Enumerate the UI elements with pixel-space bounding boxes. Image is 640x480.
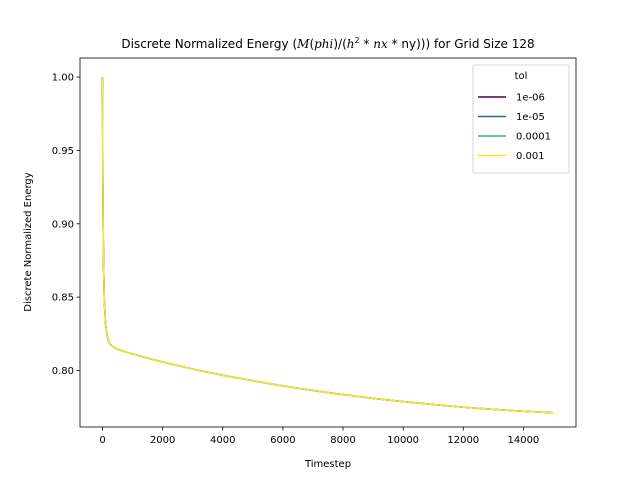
x-tick-label: 6000 — [270, 435, 295, 446]
y-tick-label: 0.95 — [52, 146, 74, 157]
y-axis-label: Discrete Normalized Energy — [23, 172, 34, 311]
title-part-3: ( — [309, 37, 314, 51]
title-part-8: * — [360, 37, 374, 51]
x-tick-label: 10000 — [387, 435, 419, 446]
x-tick-label: 2000 — [150, 435, 175, 446]
y-tick-label: 0.85 — [52, 293, 74, 304]
y-tick-label: 0.80 — [52, 366, 74, 377]
y-tick-label: 1.00 — [52, 73, 74, 84]
x-tick-label: 8000 — [330, 435, 355, 446]
title-part-10: * ny))) for Grid Size 128 — [388, 37, 535, 51]
series-line-3 — [101, 77, 554, 414]
x-axis-label: Timestep — [304, 459, 351, 470]
x-tick-label: 4000 — [210, 435, 235, 446]
x-tick-label: 12000 — [447, 435, 479, 446]
legend-title: tol — [515, 71, 528, 82]
legend-label-2: 0.0001 — [516, 132, 551, 143]
axis-ticks: 0 2000 4000 6000 8000 10000 12000 14000 0.80 0.85… — [52, 73, 540, 446]
legend-label-3: 0.001 — [516, 151, 545, 162]
legend: tol 1e-06 1e-05 0.0001 0.001 — [472, 64, 570, 174]
x-tick-label: 14000 — [507, 435, 539, 446]
title-part-1: Discrete Normalized Energy ( — [121, 37, 297, 51]
axes-frame — [79, 57, 577, 428]
title-part-4: phi — [314, 37, 333, 51]
title-part-9: nx — [373, 37, 388, 51]
title-part-2: M — [296, 37, 310, 51]
title-part-5: )/( — [333, 37, 346, 51]
y-tick-label: 0.90 — [52, 219, 74, 230]
title-part-6: h — [347, 37, 355, 51]
legend-label-1: 1e-05 — [516, 112, 545, 123]
x-tick-label: 0 — [99, 435, 105, 446]
chart-title: Discrete Normalized Energy (M(phi)/(h2 *… — [121, 36, 534, 51]
legend-frame — [472, 64, 570, 174]
title-part-7: 2 — [355, 36, 360, 45]
legend-label-0: 1e-06 — [516, 93, 545, 104]
